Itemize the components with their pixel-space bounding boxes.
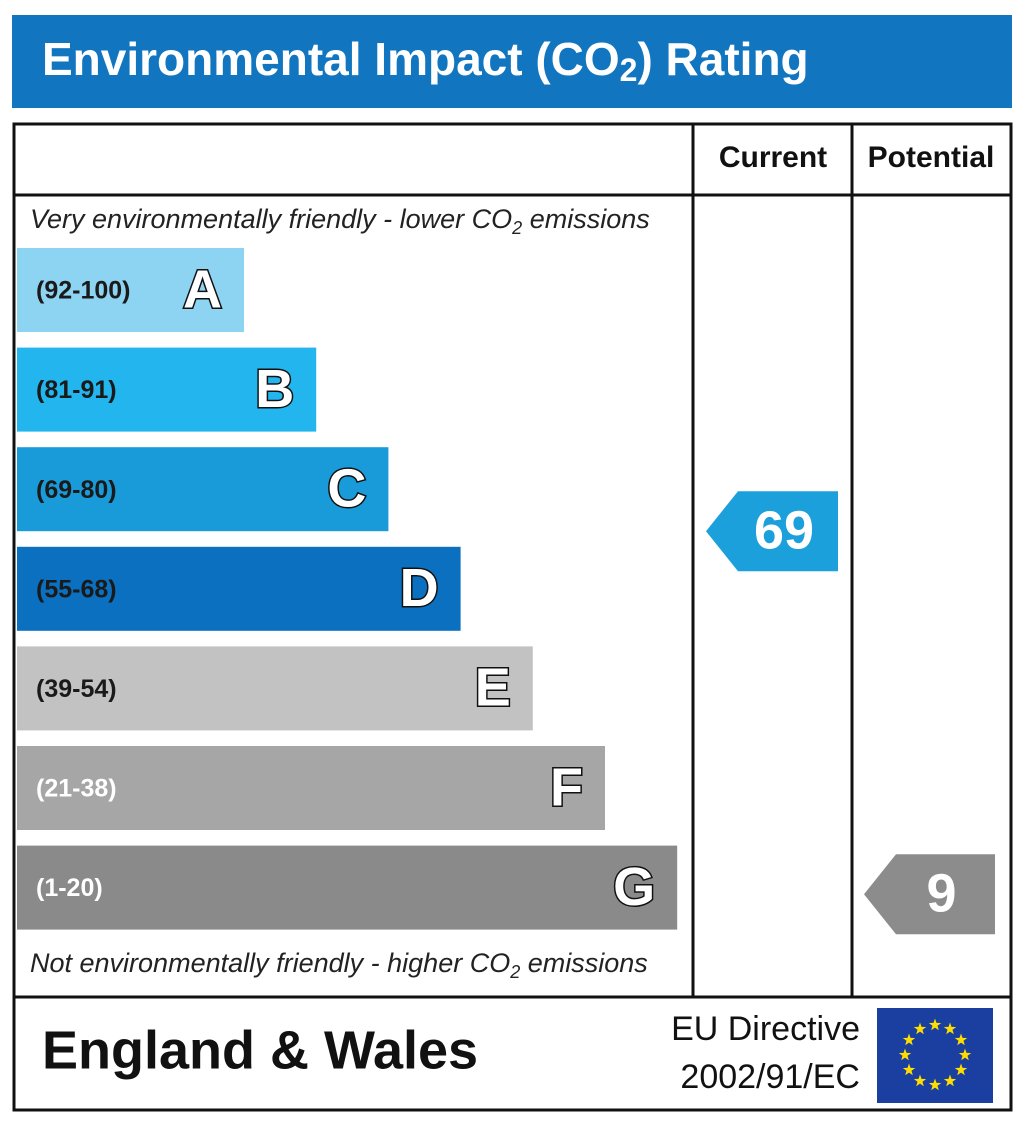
bottom-note: Not environmentally friendly - higher CO…	[30, 948, 648, 982]
band-range: (81-91)	[36, 376, 117, 404]
rating-value: 9	[926, 863, 956, 923]
note-part: emissions	[522, 204, 650, 234]
band-range: (55-68)	[36, 575, 117, 603]
top-note: Very environmentally friendly - lower CO…	[30, 204, 650, 238]
rating-value: 69	[754, 500, 814, 560]
band-bar	[17, 248, 244, 332]
star	[898, 1048, 912, 1061]
star	[902, 1033, 916, 1046]
band-range: (21-38)	[36, 775, 117, 803]
directive: 2002/91/EC	[680, 1058, 860, 1096]
frame	[12, 122, 1013, 1112]
rating-arrow	[864, 854, 995, 935]
band-bar	[17, 546, 461, 631]
note-part: emissions	[520, 948, 648, 978]
band-letter: A	[183, 259, 222, 319]
band-bar	[17, 646, 533, 731]
region: England & Wales	[42, 1020, 478, 1080]
star	[928, 1018, 942, 1031]
rating-arrow	[706, 491, 838, 572]
band-letter: E	[475, 658, 511, 718]
title-bar	[12, 15, 1012, 108]
star	[954, 1033, 968, 1046]
band-range: (69-80)	[36, 476, 117, 504]
band-bar	[17, 447, 389, 532]
note-sub: 2	[511, 218, 522, 238]
title-sub: 2	[620, 52, 638, 88]
directive: EU Directive	[671, 1010, 860, 1048]
band-range: (92-100)	[36, 277, 131, 305]
star	[913, 1022, 927, 1035]
eu-stars	[898, 1018, 972, 1091]
band-letter: G	[613, 857, 655, 917]
star	[943, 1022, 957, 1035]
band-letter: D	[400, 558, 439, 618]
band-letter: F	[550, 757, 583, 817]
note-sub: 2	[509, 962, 520, 982]
band-range: (1-20)	[36, 874, 103, 902]
band-bar	[17, 746, 605, 830]
band-bar	[17, 347, 317, 432]
column-header: Current	[719, 141, 827, 174]
title: Environmental Impact (CO2) Rating	[42, 33, 809, 88]
note-part: Not environmentally friendly - higher CO	[30, 948, 510, 978]
star	[958, 1048, 972, 1061]
band-range: (39-54)	[36, 675, 117, 703]
band-bar	[17, 845, 678, 930]
star	[902, 1063, 916, 1076]
band-letter: B	[255, 359, 294, 419]
star	[954, 1063, 968, 1076]
star	[913, 1074, 927, 1087]
column-header: Potential	[868, 141, 995, 174]
star	[928, 1078, 942, 1091]
bands: (92-100) A (81-91) B (69-80) C (55-68) D (39-54)…	[17, 248, 678, 930]
title-part: Environmental Impact (CO	[42, 33, 620, 85]
note-part: Very environmentally friendly - lower CO	[30, 204, 512, 234]
band-letter: C	[327, 458, 366, 518]
star	[943, 1074, 957, 1087]
title-part: ) Rating	[637, 33, 808, 85]
